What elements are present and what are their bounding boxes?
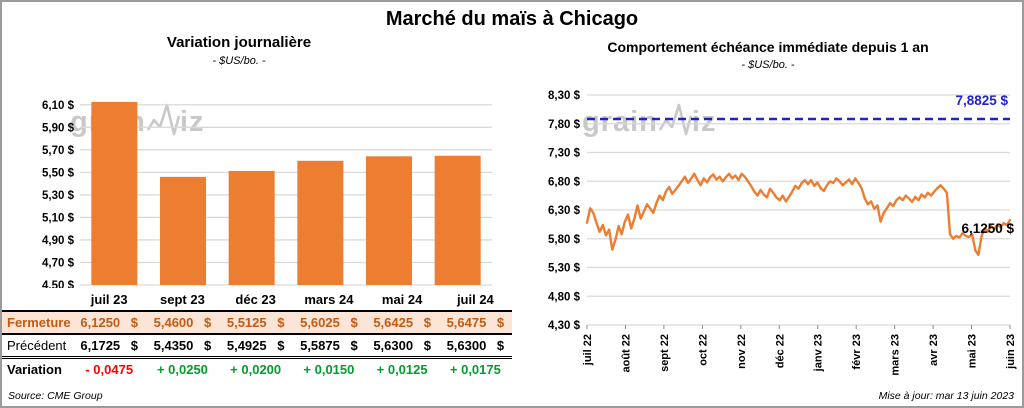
front-month-line-chart: 4,30 $ 4,80 $ 5,30 $ 5,80 $ 6,30 $ 6,80 $ 7,30… (548, 90, 1017, 376)
bar-mars-24 (297, 160, 344, 285)
close-cell: 5,5125 $ (219, 311, 293, 335)
variation-cell: + 0,0150 (303, 362, 355, 377)
x-tick-label: mars 23 (890, 334, 902, 376)
watermark-text-prefix: grain (582, 106, 658, 138)
resistance-value-label: 7,8825 $ (955, 93, 1008, 108)
month-header: déc 23 (219, 289, 293, 312)
x-tick-label: nov 22 (736, 334, 748, 369)
y-tick-label: 6,30 $ (548, 205, 581, 217)
right-chart-subtitle: - $US/bo. - (741, 59, 795, 71)
left-chart-title: Variation journalière (166, 34, 312, 51)
y-tick-label: 5,90 $ (42, 122, 75, 134)
close-cell: 5,4600 $ (145, 311, 220, 335)
x-tick-label: oct 22 (697, 334, 709, 366)
close-cell: 6,1250 $ (72, 311, 146, 335)
table-corner-cell (2, 289, 73, 312)
page-title: Marché du maïs à Chicago (385, 8, 639, 30)
y-tick-label: 6,80 $ (548, 176, 581, 188)
y-tick-label: 5,50 $ (42, 167, 75, 179)
close-cell: 5,6475 $ (438, 311, 512, 335)
last-price-label: 6,1250 $ (961, 221, 1014, 236)
table-row-previous: Précédent 6,1725 $5,4350 $5,4925 $5,5875 … (2, 334, 512, 359)
table-header-row: juil 23 sept 23 déc 23 mars 24 mai 24 juil 24 (2, 289, 512, 312)
y-tick-label: 5,30 $ (548, 263, 581, 275)
watermark-text-suffix: iz (691, 106, 717, 138)
month-header: juil 23 (72, 289, 146, 312)
x-tick-label: juil 22 (582, 334, 594, 366)
front-month-panel: Comportement échéance immédiate depuis 1… (514, 2, 1022, 406)
y-tick-label: 4,30 $ (548, 320, 581, 332)
month-header: sept 23 (145, 289, 220, 312)
month-header: mars 24 (292, 289, 366, 312)
variation-cell: + 0,0175 (449, 362, 501, 377)
x-tick-label: mai 23 (967, 334, 979, 368)
previous-cell: 5,4925 $ (219, 334, 293, 359)
daily-variation-bar-chart: 4,50 $ 4,70 $ 4,90 $ 5,10 $ 5,30 $ 5,50 $ 5,70… (42, 100, 492, 288)
variation-cell: - 0,0475 (85, 362, 134, 377)
previous-cell: 5,6300 $ (438, 334, 512, 359)
x-tick-label: sept 22 (659, 334, 671, 372)
y-tick-label: 4,50 $ (42, 280, 75, 288)
price-table: juil 23 sept 23 déc 23 mars 24 mai 24 juil 24… (2, 289, 512, 380)
y-tick-label: 5,30 $ (42, 190, 75, 202)
source-note: Source: CME Group (8, 390, 103, 402)
watermark-text-suffix: iz (179, 106, 205, 138)
x-tick-label: déc 22 (774, 334, 786, 368)
zigzag-line-icon (658, 103, 693, 136)
bar-sept-23 (160, 176, 206, 285)
y-tick-label: 4,90 $ (42, 235, 75, 247)
y-tick-label: 7,80 $ (548, 119, 581, 131)
table-row-close: Fermeture 6,1250 $5,4600 $5,5125 $5,6025 … (2, 311, 512, 335)
bar-déc-23 (228, 170, 275, 285)
y-tick-label: 6,10 $ (42, 100, 75, 112)
previous-cell: 5,4350 $ (145, 334, 220, 359)
variation-cell: + 0,0125 (376, 362, 428, 377)
previous-cell: 5,6300 $ (365, 334, 439, 359)
close-cell: 5,6425 $ (365, 311, 439, 335)
daily-variation-panel: Variation journalière - $US/bo. - graini… (2, 2, 514, 406)
y-tick-label: 5,70 $ (42, 145, 75, 157)
row-label: Précédent (2, 334, 73, 359)
row-label: Variation (7, 362, 62, 377)
price-line (585, 172, 1012, 257)
close-cell: 5,6025 $ (292, 311, 366, 335)
y-tick-label: 7,30 $ (548, 148, 581, 160)
right-chart-title: Comportement échéance immédiate depuis 1… (607, 39, 929, 55)
bar-mai-24 (366, 156, 412, 285)
month-header: juil 24 (438, 289, 512, 312)
y-tick-label: 5,10 $ (42, 212, 75, 224)
zigzag-line-icon (146, 103, 181, 136)
left-chart-subtitle: - $US/bo. - (212, 55, 266, 67)
y-tick-label: 4,70 $ (42, 257, 75, 269)
variation-cell: + 0,0250 (156, 362, 208, 377)
previous-cell: 5,5875 $ (292, 334, 366, 359)
previous-cell: 6,1725 $ (72, 334, 146, 359)
update-note: Mise à jour: mar 13 juin 2023 (878, 390, 1014, 402)
bar-juil-24 (434, 155, 481, 285)
y-tick-label: 8,30 $ (548, 90, 581, 102)
x-tick-label: août 22 (620, 334, 632, 373)
grainwiz-watermark: grain iz (582, 102, 716, 139)
bar-juil-23 (91, 101, 138, 285)
variation-cell: + 0,0200 (230, 362, 282, 377)
x-tick-label: avr 23 (928, 334, 940, 366)
month-header: mai 24 (365, 289, 439, 312)
table-row-variation: Variation - 0,0475 + 0,0250 + 0,0200 + 0,015… (2, 358, 512, 381)
y-tick-label: 4,80 $ (548, 291, 581, 303)
y-tick-label: 5,80 $ (548, 234, 581, 246)
x-tick-label: févr 23 (851, 334, 863, 369)
x-tick-label: janv 23 (813, 334, 825, 372)
x-tick-label: juin 23 (1005, 334, 1017, 370)
row-label: Fermeture (2, 311, 73, 335)
